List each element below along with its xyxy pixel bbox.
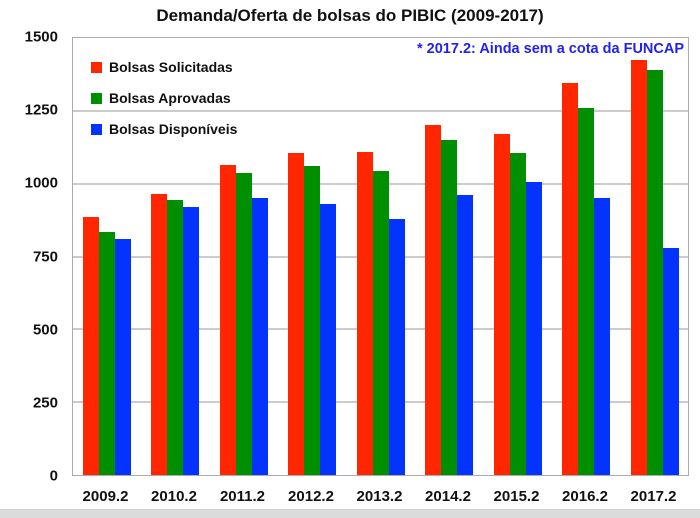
bar-bolsas-disponíveis-2016.2: [594, 198, 610, 475]
bar-bolsas-aprovadas-2016.2: [578, 107, 594, 475]
legend-label-solicitadas: Bolsas Solicitadas: [109, 59, 233, 75]
bar-bolsas-aprovadas-2010.2: [167, 199, 183, 475]
x-axis-tick-label-2011.2: 2011.2: [219, 488, 266, 505]
bar-bolsas-disponíveis-2013.2: [388, 218, 405, 475]
bar-group-2011.2: [219, 38, 268, 475]
bar-bolsas-disponíveis-2010.2: [183, 206, 199, 475]
bottom-edge-strip: [0, 509, 700, 518]
bar-bolsas-solicitadas-2011.2: [219, 164, 236, 475]
y-axis-tick-label: 1500: [24, 28, 58, 46]
bar-bolsas-disponíveis-2009.2: [114, 239, 131, 475]
y-axis-tick-label: 1000: [24, 174, 58, 192]
legend-swatch-aprovadas-icon: [91, 92, 102, 104]
bar-bolsas-aprovadas-2011.2: [235, 173, 252, 475]
bar-bolsas-disponíveis-2015.2: [525, 182, 542, 475]
bar-bolsas-disponíveis-2014.2: [457, 195, 473, 475]
bar-group-2014.2: [425, 38, 473, 475]
x-axis-tick-label-2013.2: 2013.2: [356, 488, 403, 505]
x-axis-tick-label-2017.2: 2017.2: [630, 488, 677, 505]
legend-item-solicitadas: Bolsas Solicitadas: [91, 58, 237, 76]
legend-swatch-disponiveis-icon: [91, 123, 102, 135]
bar-bolsas-solicitadas-2012.2: [288, 153, 304, 475]
bar-bolsas-solicitadas-2014.2: [425, 125, 441, 475]
bar-bolsas-solicitadas-2013.2: [356, 151, 373, 475]
bar-group-2010.2: [151, 38, 199, 475]
bar-bolsas-solicitadas-2010.2: [151, 193, 167, 475]
bar-bolsas-disponíveis-2011.2: [251, 198, 268, 475]
gridline-1250: [73, 109, 688, 112]
bar-group-2009.2: [82, 38, 131, 475]
bar-bolsas-solicitadas-2015.2: [493, 134, 510, 475]
legend-item-disponiveis: Bolsas Disponíveis: [91, 120, 237, 138]
bar-bolsas-disponíveis-2012.2: [320, 204, 336, 475]
plot-area: Bolsas Solicitadas Bolsas Aprovadas Bols…: [72, 37, 689, 476]
bar-bolsas-aprovadas-2012.2: [304, 166, 320, 475]
y-axis-tick-label: 500: [32, 321, 58, 339]
legend-swatch-solicitadas-icon: [91, 61, 102, 73]
x-axis-tick-label-2009.2: 2009.2: [82, 488, 129, 505]
bar-group-2013.2: [356, 38, 405, 475]
chart-title: Demanda/Oferta de bolsas do PIBIC (2009-…: [156, 6, 544, 25]
x-axis-tick-label-2010.2: 2010.2: [151, 488, 197, 505]
bar-group-2017.2: [630, 38, 679, 475]
bar-group-2015.2: [493, 38, 542, 475]
bar-bolsas-aprovadas-2009.2: [98, 231, 115, 475]
y-axis-tick-label: 250: [32, 394, 58, 412]
legend: Bolsas Solicitadas Bolsas Aprovadas Bols…: [91, 58, 237, 151]
bars-layer: [73, 38, 688, 475]
bar-bolsas-aprovadas-2015.2: [509, 153, 526, 475]
x-axis-tick-label-2012.2: 2012.2: [288, 488, 334, 505]
legend-label-disponiveis: Bolsas Disponíveis: [109, 121, 238, 137]
bar-bolsas-aprovadas-2014.2: [441, 139, 457, 475]
x-axis-tick-label-2015.2: 2015.2: [493, 488, 540, 505]
legend-item-aprovadas: Bolsas Aprovadas: [91, 89, 237, 107]
y-axis: 0 250 500 750 1000 1250 1500: [0, 29, 58, 485]
y-axis-tick-label: 0: [49, 467, 58, 485]
bar-bolsas-solicitadas-2017.2: [630, 59, 647, 475]
y-axis-tick-label: 750: [32, 248, 58, 265]
bar-group-2012.2: [288, 38, 336, 475]
bar-bolsas-solicitadas-2016.2: [562, 83, 578, 475]
annotation-funcap-note: * 2017.2: Ainda sem a cota da FUNCAP: [417, 41, 684, 57]
y-axis-tick-label: 1250: [24, 101, 58, 119]
x-axis: 2009.2 2010.2 2011.2 2012.2 2013.2 2014.2 2015…: [72, 488, 689, 510]
x-axis-tick-label-2016.2: 2016.2: [562, 488, 608, 505]
bar-bolsas-aprovadas-2013.2: [372, 170, 389, 475]
legend-label-aprovadas: Bolsas Aprovadas: [109, 90, 231, 106]
x-axis-tick-label-2014.2: 2014.2: [425, 488, 471, 505]
bar-bolsas-solicitadas-2009.2: [82, 217, 99, 475]
bar-bolsas-disponíveis-2017.2: [662, 247, 679, 475]
bar-bolsas-aprovadas-2017.2: [646, 70, 663, 475]
bar-group-2016.2: [562, 38, 610, 475]
